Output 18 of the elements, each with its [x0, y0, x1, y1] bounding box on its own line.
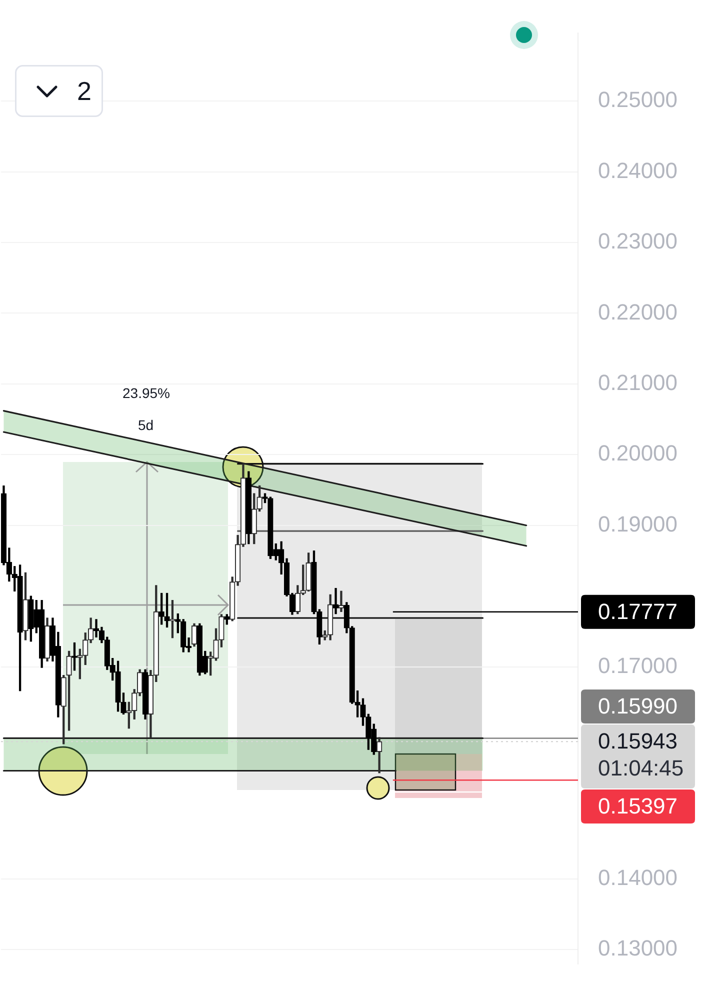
annotation: 23.95% [122, 385, 170, 401]
annotation: 5d [138, 417, 154, 433]
ref-line-label: 0.15943 [598, 728, 678, 754]
y-tick-label: 0.25000 [598, 87, 678, 112]
y-tick-label: 0.21000 [598, 370, 678, 396]
ref-line-label: 0.17777 [598, 598, 678, 624]
annotation: 2 [77, 76, 92, 106]
y-tick-label: 0.19000 [598, 511, 678, 536]
ref-line-label: 0.15990 [598, 694, 678, 719]
y-tick-label: 0.14000 [598, 865, 678, 890]
y-tick-label: 0.24000 [598, 158, 678, 183]
y-tick-label: 0.22000 [598, 299, 678, 324]
y-tick-label: 0.17000 [598, 652, 678, 678]
text: 01:04:45 [598, 756, 684, 781]
y-tick-label: 0.13000 [598, 936, 678, 961]
ref-line-label: 0.15397 [598, 794, 678, 819]
y-tick-label: 0.23000 [598, 228, 678, 254]
y-tick-label: 0.20000 [598, 440, 678, 466]
